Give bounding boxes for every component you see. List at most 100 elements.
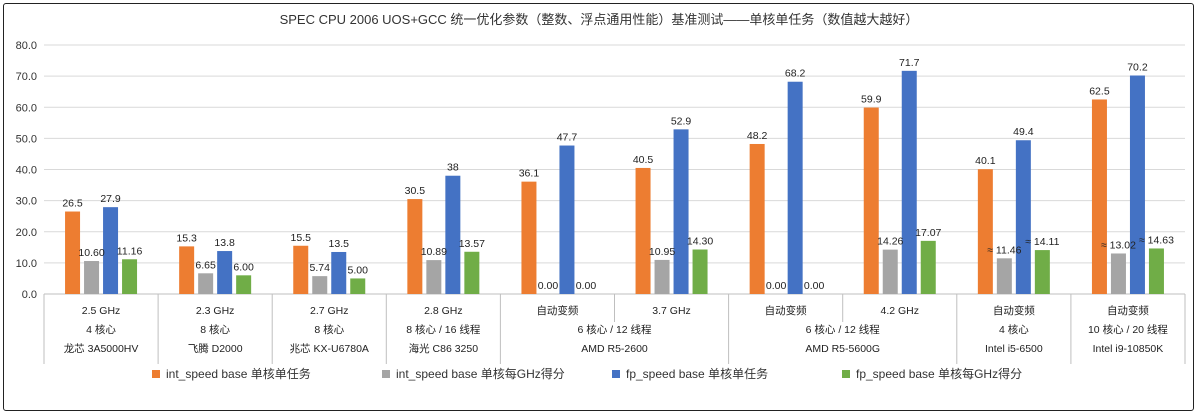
bar: [920, 240, 936, 294]
bar: [996, 258, 1012, 294]
legend: int_speed base 单核单任务 int_speed base 单核每GH…: [152, 366, 1022, 381]
category-label: 兆芯 KX-U6780A: [290, 342, 369, 355]
bar: [179, 246, 195, 294]
data-label: 0.00: [804, 280, 825, 292]
y-tick-label: 50.0: [16, 133, 37, 145]
data-label: ≈ 14.63: [1139, 234, 1174, 246]
data-label: 15.5: [291, 232, 312, 244]
data-label: ≈ 14.11: [1025, 236, 1059, 248]
bars: [65, 70, 1164, 295]
chart-title: SPEC CPU 2006 UOS+GCC 统一优化参数（整数、浮点通用性能）基…: [280, 12, 919, 27]
y-tick-label: 10.0: [16, 258, 37, 270]
data-label: 5.00: [348, 264, 369, 276]
data-label: 26.5: [62, 198, 83, 210]
bar: [464, 251, 480, 294]
data-label: 10.60: [78, 247, 104, 259]
category-label: Intel i5-6500: [985, 343, 1043, 355]
gridlines: [44, 44, 1185, 295]
legend-label: fp_speed base 单核每GHz得分: [856, 366, 1022, 381]
data-label: 71.7: [899, 57, 920, 69]
bar: [1110, 253, 1126, 294]
category-label: 自动变频: [1107, 304, 1149, 317]
category-label: 2.8 GHz: [424, 305, 463, 317]
data-label: 11.16: [117, 245, 143, 257]
bar: [673, 129, 689, 294]
bar: [122, 259, 138, 294]
data-label: 14.26: [877, 236, 903, 248]
data-label: 38: [447, 162, 459, 174]
data-label: 49.4: [1013, 126, 1034, 138]
data-label: 13.57: [459, 238, 485, 250]
category-label: 4 核心: [86, 323, 116, 336]
data-label: 6.65: [195, 259, 216, 271]
legend-swatch: [382, 370, 390, 378]
legend-swatch: [612, 370, 620, 378]
category-label: Intel i9-10850K: [1093, 343, 1164, 355]
category-label: 3.7 GHz: [652, 305, 691, 317]
category-label: 4.2 GHz: [880, 305, 919, 317]
bar: [787, 81, 803, 294]
data-label: 70.2: [1127, 62, 1148, 74]
data-label: 10.89: [421, 246, 447, 258]
data-label: 40.1: [975, 155, 996, 167]
category-label: 龙芯 3A5000HV: [64, 342, 139, 355]
category-label: 2.5 GHz: [82, 305, 121, 317]
data-label: 27.9: [100, 193, 121, 205]
data-label: 68.2: [785, 68, 806, 80]
category-label: 8 核心: [200, 323, 230, 336]
chart-frame: SPEC CPU 2006 UOS+GCC 统一优化参数（整数、浮点通用性能）基…: [3, 3, 1194, 411]
bar: [217, 251, 233, 294]
data-label: 6.00: [233, 261, 254, 273]
bar: [749, 143, 765, 294]
data-label: 13.8: [214, 237, 235, 249]
category-label: 8 核心 / 16 线程: [406, 323, 481, 336]
bar: [863, 107, 879, 294]
bar: [1034, 250, 1050, 294]
bar: [1148, 248, 1164, 294]
data-label: 0.00: [576, 280, 597, 292]
bar: [692, 249, 708, 294]
bar: [198, 273, 214, 294]
category-group-label: AMD R5-2600: [581, 343, 648, 355]
bar: [901, 70, 917, 295]
bar: [635, 167, 651, 294]
category-label: 2.3 GHz: [196, 305, 235, 317]
data-label: 10.95: [649, 246, 675, 258]
legend-swatch: [152, 370, 160, 378]
data-label: 62.5: [1089, 85, 1110, 97]
y-tick-label: 70.0: [16, 71, 37, 83]
bar: [407, 199, 423, 294]
bar: [426, 260, 442, 294]
bar: [350, 278, 366, 294]
legend-swatch: [842, 370, 850, 378]
data-label: 0.00: [766, 280, 787, 292]
category-label: 自动变频: [536, 304, 578, 317]
category-label: 2.7 GHz: [310, 305, 349, 317]
bar: [103, 207, 119, 294]
bar: [654, 259, 670, 294]
bar: [331, 251, 347, 294]
data-labels: 26.5 15.3 15.5 30.5 36.1 40.5 48.2 59.9 40.1 62.5…: [62, 57, 1174, 292]
category-label: 8 核心: [314, 323, 344, 336]
category-label: 自动变频: [993, 304, 1035, 317]
data-label: 17.07: [915, 227, 941, 239]
y-tick-label: 80.0: [16, 40, 37, 52]
bar: [977, 169, 993, 294]
data-label: 40.5: [633, 154, 654, 166]
bar: [236, 275, 252, 294]
data-label: 47.7: [557, 132, 578, 144]
data-label: 14.30: [687, 235, 713, 247]
y-axis-ticks: 0.0 10.0 20.0 30.0 40.0 50.0 60.0 70.0 80.0: [16, 40, 37, 301]
category-group-label: 6 核心 / 12 线程: [577, 323, 652, 336]
category-label: 自动变频: [765, 304, 807, 317]
data-label: 0.00: [538, 280, 559, 292]
category-label: 4 核心: [999, 323, 1029, 336]
data-label: 5.74: [310, 262, 331, 274]
legend-label: int_speed base 单核每GHz得分: [396, 366, 565, 381]
legend-label: int_speed base 单核单任务: [166, 366, 311, 381]
data-label: 13.5: [329, 238, 350, 250]
bar: [84, 261, 100, 294]
data-label: 36.1: [519, 168, 540, 180]
category-label: 海光 C86 3250: [409, 342, 479, 355]
